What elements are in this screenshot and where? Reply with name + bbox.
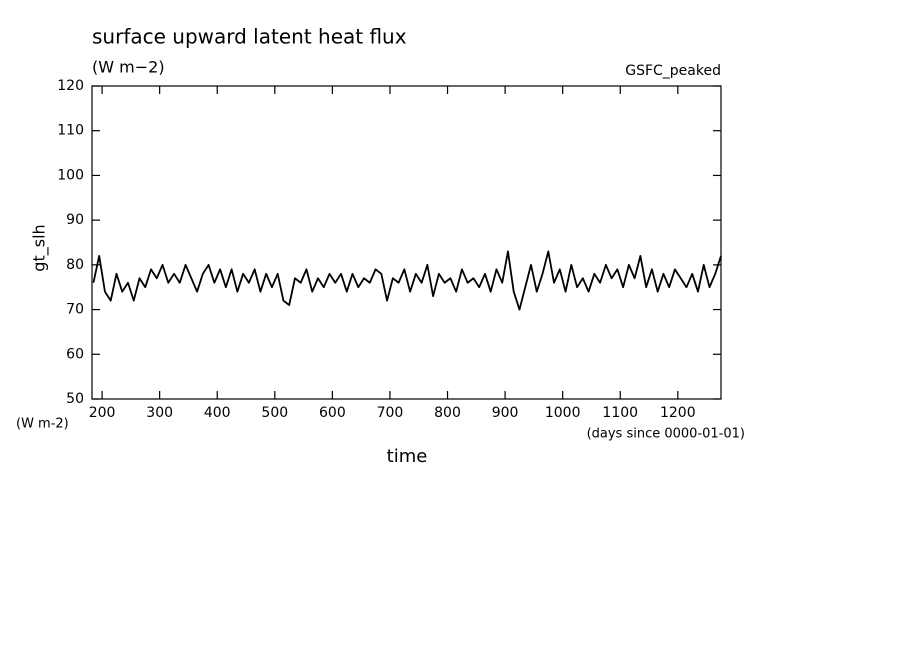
y-tick-label: 60 (66, 346, 84, 362)
y-unit: (W m-2) (16, 417, 69, 432)
x-tick-label: 400 (204, 405, 231, 421)
x-unit: (days since 0000-01-01) (587, 427, 745, 442)
x-tick-label: 800 (434, 405, 461, 421)
x-axis-label: time (387, 446, 428, 467)
x-tick-label: 700 (377, 405, 404, 421)
x-tick-label: 500 (261, 405, 288, 421)
y-axis-label: gt_slh (30, 224, 50, 271)
x-tick-label: 1000 (545, 405, 581, 421)
x-tick-label: 600 (319, 405, 346, 421)
x-tick-label: 1200 (660, 405, 696, 421)
y-tick-label: 100 (57, 167, 84, 183)
y-tick-label: 70 (66, 302, 84, 318)
y-tick-label: 80 (66, 257, 84, 273)
x-tick-label: 200 (89, 405, 116, 421)
x-tick-label: 900 (492, 405, 519, 421)
y-tick-label: 50 (66, 391, 84, 407)
y-tick-label: 90 (66, 212, 84, 228)
chart-subtitle: (W m−2) (92, 58, 165, 77)
y-tick-label: 120 (57, 78, 84, 94)
chart-title: surface upward latent heat flux (92, 25, 407, 49)
annotation: GSFC_peaked (625, 63, 721, 79)
x-tick-label: 1100 (602, 405, 638, 421)
plot-frame (91, 85, 722, 400)
x-tick-label: 300 (146, 405, 173, 421)
y-tick-label: 110 (57, 123, 84, 139)
data-line (92, 250, 722, 311)
